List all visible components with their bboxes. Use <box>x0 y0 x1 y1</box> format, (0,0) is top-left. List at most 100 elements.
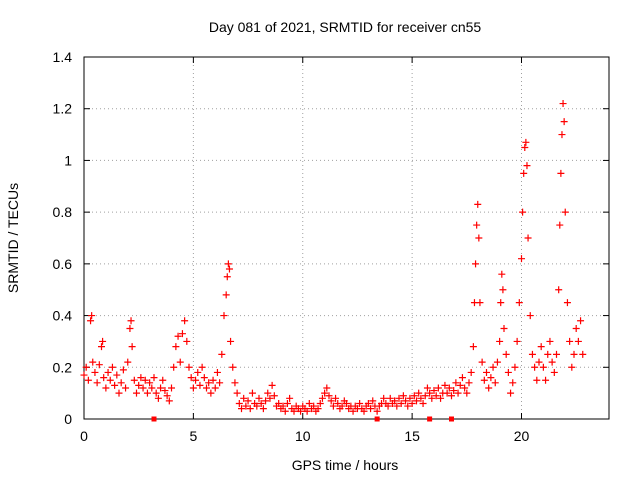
data-point <box>159 376 167 384</box>
data-point <box>574 337 582 345</box>
data-point <box>122 384 130 392</box>
data-point <box>356 399 364 407</box>
data-point <box>391 397 399 405</box>
data-point <box>406 394 414 402</box>
data-point <box>408 399 416 407</box>
data-point <box>384 402 392 410</box>
data-point <box>502 350 510 358</box>
data-point <box>509 379 517 387</box>
axis-marker <box>151 416 157 422</box>
data-point <box>127 317 135 325</box>
data-point <box>458 374 466 382</box>
data-point <box>111 381 119 389</box>
y-tick-label: 1 <box>64 152 72 168</box>
data-point <box>393 402 401 410</box>
data-point <box>535 358 543 366</box>
data-point <box>553 350 560 358</box>
data-point <box>310 402 318 410</box>
data-point <box>130 376 138 384</box>
data-point <box>566 337 574 345</box>
data-point <box>487 374 495 382</box>
data-point <box>178 330 186 338</box>
tick-labels: 0 5 10 15 20 0 0.2 0.4 0.6 0.8 1 1.2 1.4 <box>53 49 530 444</box>
data-point <box>472 260 480 268</box>
data-point <box>181 317 189 325</box>
data-point <box>224 260 232 268</box>
data-point <box>465 379 473 387</box>
data-point <box>531 363 539 371</box>
data-point <box>314 405 322 413</box>
data-point <box>329 402 337 410</box>
x-tick-label: 5 <box>189 428 197 444</box>
data-point <box>441 381 449 389</box>
data-point <box>559 100 567 108</box>
axis-marker <box>427 416 433 422</box>
data-point <box>286 394 294 402</box>
x-tick-label: 10 <box>295 428 311 444</box>
data-point <box>231 379 239 387</box>
data-point <box>255 394 263 402</box>
data-point <box>325 392 333 400</box>
data-point <box>556 221 564 229</box>
data-point <box>89 358 97 366</box>
data-point <box>499 286 507 294</box>
plot-frame <box>83 56 610 420</box>
data-point <box>262 397 270 405</box>
data-point <box>349 407 357 415</box>
data-point <box>281 407 289 415</box>
data-point <box>235 399 243 407</box>
data-point <box>220 312 228 320</box>
data-point <box>474 200 482 208</box>
data-point <box>141 376 149 384</box>
data-point <box>515 299 523 307</box>
data-point <box>98 343 105 351</box>
data-point <box>500 325 508 332</box>
data-point <box>227 337 235 345</box>
data-point <box>519 208 527 216</box>
data-point <box>504 368 512 376</box>
data-point <box>419 399 427 407</box>
data-point <box>373 407 381 415</box>
data-point <box>117 379 125 387</box>
data-point <box>87 317 95 325</box>
data-points <box>80 100 587 415</box>
axis-markers <box>151 416 454 422</box>
data-point <box>450 387 458 395</box>
data-point <box>546 337 554 345</box>
data-point <box>99 337 107 345</box>
data-point <box>364 399 372 407</box>
x-axis-label: GPS time / hours <box>292 457 399 473</box>
data-point <box>218 350 226 358</box>
data-point <box>115 389 123 397</box>
data-point <box>139 384 147 392</box>
data-point <box>225 265 233 273</box>
data-point <box>135 381 143 389</box>
data-point <box>80 371 88 379</box>
data-point <box>483 368 490 376</box>
data-point <box>150 374 158 382</box>
data-point <box>187 374 195 382</box>
data-point <box>369 397 377 405</box>
data-point <box>507 389 515 397</box>
data-point <box>537 343 545 351</box>
data-point <box>489 363 497 371</box>
data-point <box>189 384 197 392</box>
data-point <box>404 402 412 410</box>
data-point <box>402 397 410 405</box>
data-point <box>113 371 121 379</box>
data-point <box>456 381 464 389</box>
data-point <box>84 376 92 384</box>
data-point <box>168 384 175 392</box>
axis-ticks <box>83 56 609 420</box>
data-point <box>557 169 565 177</box>
data-point <box>196 381 204 389</box>
data-point <box>577 317 585 325</box>
data-point <box>399 392 407 400</box>
data-point <box>434 384 442 392</box>
data-point <box>100 374 108 382</box>
data-point <box>478 358 486 366</box>
data-point <box>539 363 547 371</box>
data-point <box>205 379 213 387</box>
data-point <box>185 363 193 371</box>
data-point <box>417 394 425 402</box>
